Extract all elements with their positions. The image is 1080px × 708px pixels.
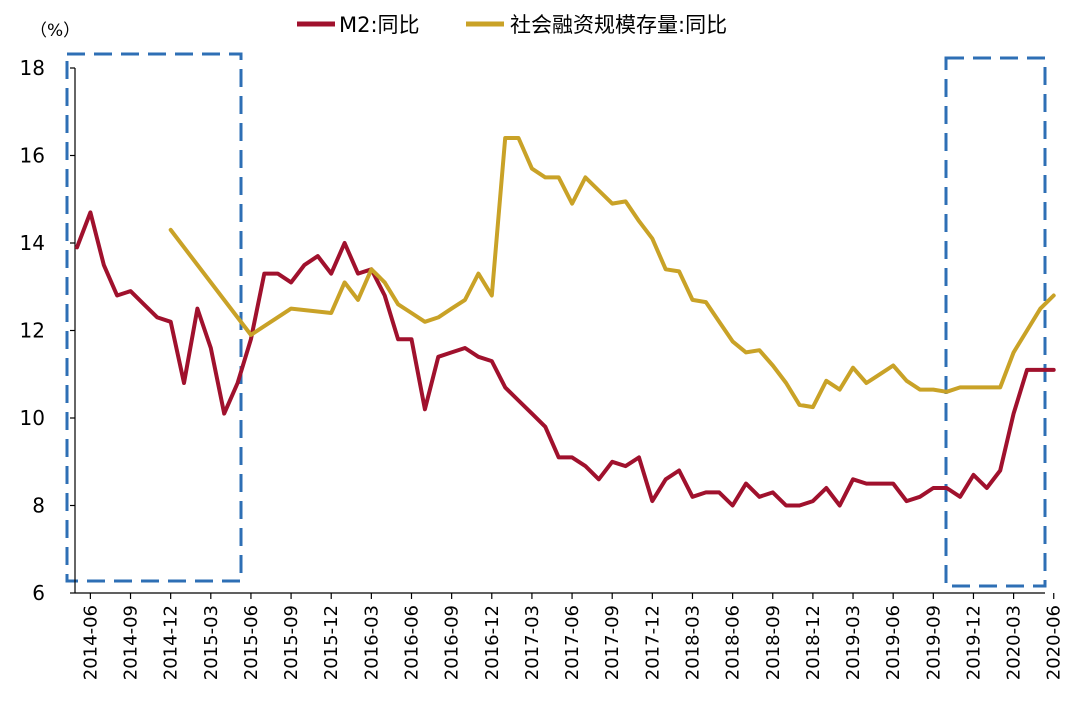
y-tick-label: 18 bbox=[20, 56, 45, 80]
x-tick-label: 2020-06 bbox=[1044, 605, 1065, 680]
x-tick-label: 2016-03 bbox=[361, 605, 382, 680]
x-tick-label: 2018-03 bbox=[682, 605, 703, 680]
x-tick-label: 2019-03 bbox=[843, 605, 864, 680]
x-tick-label: 2020-03 bbox=[1004, 605, 1025, 680]
y-tick-label: 16 bbox=[20, 144, 45, 168]
y-tick-label: 12 bbox=[20, 319, 45, 343]
series-line-m2 bbox=[75, 210, 1056, 508]
y-axis-unit-label: （%） bbox=[30, 21, 80, 41]
x-tick-label: 2015-06 bbox=[241, 605, 262, 680]
x-tick-label: 2018-06 bbox=[723, 605, 744, 680]
x-tick-label: 2019-09 bbox=[923, 605, 944, 680]
x-tick-label: 2017-12 bbox=[642, 605, 663, 680]
y-axis-ticks: 6 8 10 12 14 16 18 bbox=[20, 56, 75, 605]
x-tick-label: 2014-12 bbox=[161, 605, 182, 680]
legend-item: 社会融资规模存量:同比 bbox=[466, 13, 727, 37]
x-tick-label: 2019-06 bbox=[883, 605, 904, 680]
x-tick-label: 2015-03 bbox=[201, 605, 222, 680]
x-tick-label: 2016-12 bbox=[482, 605, 503, 680]
y-tick-label: 8 bbox=[32, 494, 45, 518]
legend-label: M2:同比 bbox=[339, 13, 420, 37]
highlight-box-2014-2015 bbox=[65, 52, 243, 583]
x-tick-label: 2019-12 bbox=[963, 605, 984, 680]
highlight-boxes bbox=[65, 52, 1047, 588]
x-tick-label: 2016-06 bbox=[402, 605, 423, 680]
series-line-social-financing bbox=[168, 136, 1056, 410]
x-tick-label: 2017-06 bbox=[562, 605, 583, 680]
x-tick-label: 2014-09 bbox=[121, 605, 142, 680]
x-tick-label: 2015-12 bbox=[321, 605, 342, 680]
axes bbox=[74, 68, 1045, 594]
x-tick-label: 2017-09 bbox=[602, 605, 623, 680]
y-tick-label: 14 bbox=[20, 231, 45, 255]
y-tick-label: 6 bbox=[32, 581, 45, 605]
x-axis-ticks: 2014-06 2014-09 2014-12 2015-03 2015-06 2015-… bbox=[80, 593, 1065, 680]
highlight-box-2019-2020 bbox=[944, 56, 1047, 588]
x-tick-label: 2017-03 bbox=[522, 605, 543, 680]
x-tick-label: 2018-12 bbox=[803, 605, 824, 680]
legend-label: 社会融资规模存量:同比 bbox=[510, 13, 727, 37]
legend: M2:同比 社会融资规模存量:同比 bbox=[297, 13, 727, 37]
x-tick-label: 2014-06 bbox=[80, 605, 101, 680]
series-lines bbox=[75, 136, 1056, 508]
x-tick-label: 2015-09 bbox=[281, 605, 302, 680]
x-tick-label: 2016-09 bbox=[442, 605, 463, 680]
x-tick-label: 2018-09 bbox=[763, 605, 784, 680]
legend-item: M2:同比 bbox=[297, 13, 420, 37]
y-tick-label: 10 bbox=[20, 406, 45, 430]
